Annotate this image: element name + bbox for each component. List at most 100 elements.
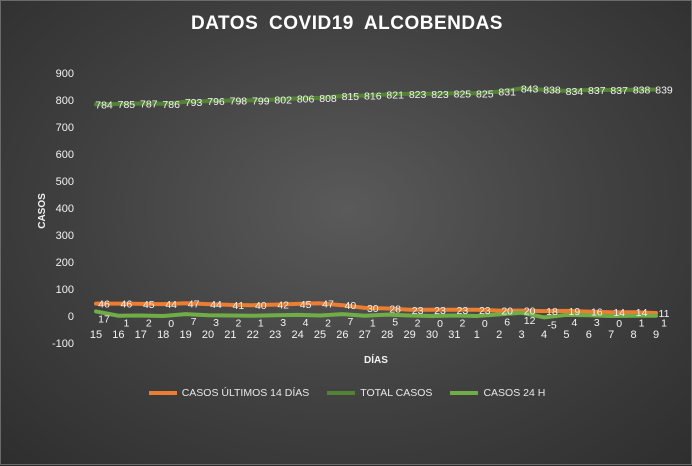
data-label: 44: [165, 299, 177, 311]
legend-swatch: [327, 391, 356, 395]
x-tick-label: 16: [112, 329, 124, 341]
x-tick-label: 26: [336, 329, 348, 341]
data-label: 18: [546, 306, 558, 318]
series-line-0: [94, 301, 658, 316]
y-tick-label: 100: [56, 284, 74, 296]
data-label: 1: [639, 318, 645, 330]
x-tick-label: 8: [631, 329, 637, 341]
y-tick-label: 700: [56, 122, 74, 134]
data-label: 839: [655, 84, 673, 96]
data-label: 12: [524, 315, 536, 327]
data-label: 44: [210, 299, 222, 311]
data-label: 47: [322, 298, 334, 310]
x-tick-label: 6: [586, 329, 592, 341]
data-label: 17: [98, 313, 110, 325]
y-tick-label: 500: [56, 176, 74, 188]
data-label: 784: [95, 99, 113, 111]
data-label: -5: [547, 319, 556, 331]
y-axis-title: CASOS: [37, 193, 48, 229]
data-label: 1: [370, 318, 376, 330]
data-label: 821: [386, 89, 404, 101]
data-label: 46: [98, 299, 110, 311]
x-axis-title: DÍAS: [364, 353, 388, 366]
data-label: 16: [591, 307, 603, 319]
data-label: 1: [258, 318, 264, 330]
data-label: 45: [300, 299, 312, 311]
data-label: 837: [610, 85, 628, 97]
series-line-1: [94, 86, 658, 107]
data-label: 838: [633, 85, 651, 97]
data-label: 793: [185, 97, 203, 109]
legend-swatch: [148, 391, 177, 395]
legend-item: CASOS ÚLTIMOS 14 DÍAS: [148, 387, 310, 399]
x-tick-label: 31: [448, 329, 460, 341]
data-label: 823: [409, 89, 427, 101]
data-label: 0: [437, 318, 443, 330]
data-label: 816: [364, 91, 382, 103]
x-tick-label: 9: [653, 329, 659, 341]
data-label: 45: [143, 299, 155, 311]
y-tick-label: 200: [56, 257, 74, 269]
data-label: 40: [255, 300, 267, 312]
y-tick-label: 300: [56, 230, 74, 242]
data-label: 786: [162, 99, 180, 111]
chart-legend: CASOS ÚLTIMOS 14 DÍAS TOTAL CASOS CASOS 24…: [1, 387, 692, 399]
y-tick-label: 900: [56, 68, 74, 80]
x-tick-label: 17: [135, 329, 147, 341]
x-tick-label: 22: [247, 329, 259, 341]
data-label: 11: [659, 308, 670, 320]
data-label: 0: [168, 318, 174, 330]
data-label: 7: [347, 316, 353, 328]
data-label: 815: [342, 91, 360, 103]
legend-label: CASOS ÚLTIMOS 14 DÍAS: [181, 387, 310, 399]
data-label: 3: [280, 317, 286, 329]
y-tick-label: 600: [56, 149, 74, 161]
data-label: 3: [594, 317, 600, 329]
data-label: 0: [616, 318, 622, 330]
chart-title: DATOS COVID19 ALCOBENDAS: [191, 13, 503, 34]
data-label: 14: [613, 307, 625, 319]
legend-item: TOTAL CASOS: [327, 387, 432, 399]
data-label: 2: [459, 317, 465, 329]
data-label: 4: [303, 317, 309, 329]
x-tick-label: 18: [157, 329, 169, 341]
data-label: 806: [297, 93, 315, 105]
data-label: 837: [588, 85, 606, 97]
data-label: 23: [479, 305, 491, 317]
y-tick-label: 800: [56, 95, 74, 107]
x-tick-label: 30: [426, 329, 438, 341]
x-tick-label: 4: [541, 329, 547, 341]
data-label: 785: [118, 99, 136, 111]
y-tick-label: 0: [68, 311, 74, 323]
data-label: 5: [392, 317, 398, 329]
data-label: 796: [207, 96, 225, 108]
legend-label: CASOS 24 H: [483, 387, 546, 399]
data-label: 23: [457, 305, 469, 317]
data-label: 838: [543, 85, 561, 97]
legend-item: CASOS 24 H: [450, 387, 545, 399]
x-tick-label: 27: [359, 329, 371, 341]
x-tick-label: 7: [608, 329, 614, 341]
data-label: 6: [504, 316, 510, 328]
x-tick-label: 21: [224, 329, 236, 341]
legend-swatch: [450, 391, 479, 395]
x-tick-label: 29: [403, 329, 415, 341]
data-label: 14: [636, 307, 648, 319]
x-tick-label: 1: [474, 329, 480, 341]
data-label: 19: [569, 306, 581, 318]
y-tick-label: -100: [52, 338, 74, 350]
data-label: 46: [121, 299, 133, 311]
data-label: 825: [476, 88, 494, 100]
data-label: 787: [140, 99, 158, 111]
data-label: 834: [566, 86, 584, 98]
data-label: 28: [389, 303, 401, 315]
data-label: 23: [434, 305, 446, 317]
x-tick-label: 3: [519, 329, 525, 341]
data-label: 42: [277, 300, 289, 312]
x-tick-label: 25: [314, 329, 326, 341]
data-label: 798: [230, 96, 248, 108]
x-tick-label: 2: [496, 329, 502, 341]
data-label: 3: [213, 317, 219, 329]
x-tick-label: 5: [563, 329, 569, 341]
